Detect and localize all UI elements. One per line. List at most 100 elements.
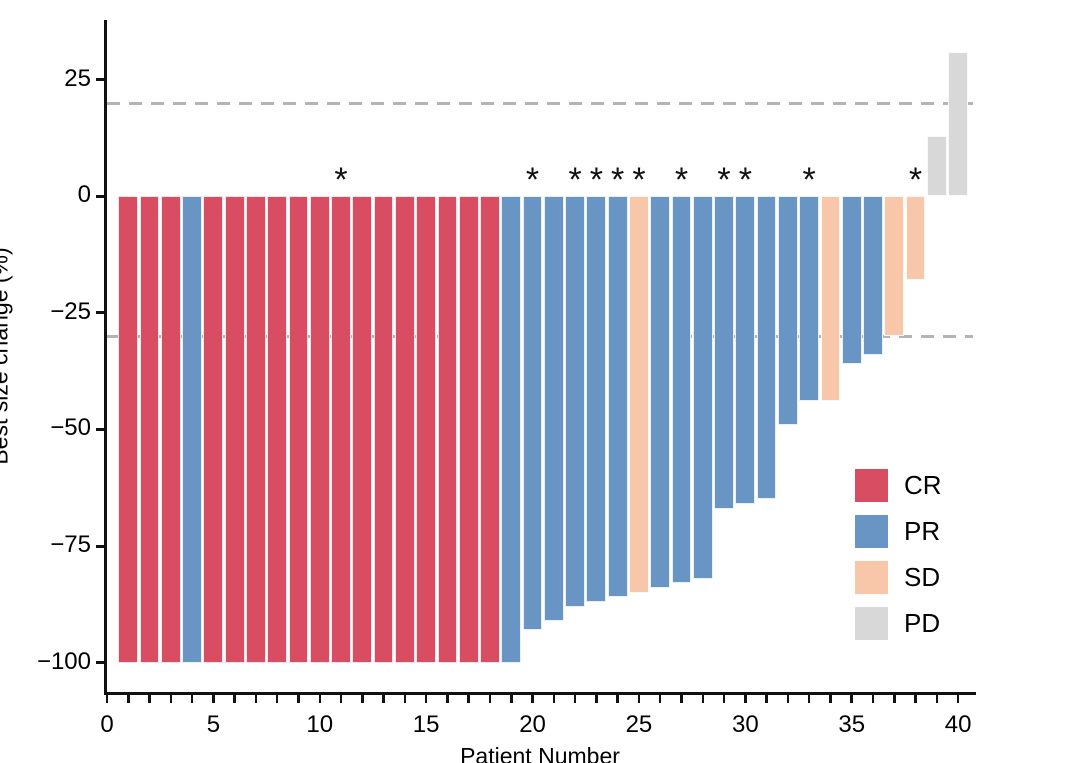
x-tick-label-5: 5 xyxy=(206,711,221,738)
x-tick-4 xyxy=(190,695,194,703)
x-tick-11 xyxy=(339,695,343,703)
x-tick-16 xyxy=(446,695,449,703)
x-tick-38 xyxy=(914,695,917,703)
bar-patient-6-cr xyxy=(224,196,245,663)
legend: CR PR SD PD xyxy=(855,469,942,640)
bar-patient-7-cr xyxy=(246,196,266,663)
x-tick-12 xyxy=(361,695,364,703)
bar-patient-27-pr xyxy=(671,196,692,584)
legend-swatch-pd xyxy=(855,607,888,640)
bar-patient-11-cr xyxy=(331,196,351,663)
x-tick-24 xyxy=(616,695,619,703)
bar-patient-12-cr xyxy=(352,196,373,663)
x-tick-30 xyxy=(744,695,747,703)
y-tick-0 xyxy=(96,194,104,198)
x-tick-40 xyxy=(956,695,960,703)
bar-patient-16-cr xyxy=(437,196,458,663)
bar-patient-39-pd xyxy=(926,135,947,197)
y-tick-label--75: −75 xyxy=(50,530,91,558)
x-tick-10 xyxy=(318,695,322,703)
legend-swatch-sd xyxy=(855,561,888,594)
asterisk-patient-33: * xyxy=(802,161,816,200)
bar-patient-15-cr xyxy=(416,196,437,663)
bar-patient-40-pd xyxy=(948,51,968,197)
bar-patient-18-cr xyxy=(480,196,500,663)
bar-patient-34-sd xyxy=(820,196,841,402)
x-tick-37 xyxy=(893,695,896,703)
asterisk-patient-30: * xyxy=(738,161,752,200)
x-tick-33 xyxy=(807,695,811,703)
x-tick-0 xyxy=(105,695,109,703)
bar-patient-4-pr xyxy=(182,196,202,663)
y-tick--75 xyxy=(96,544,104,548)
legend-label-pr: PR xyxy=(904,516,941,546)
x-tick-19 xyxy=(510,695,513,703)
reference-line-plus20 xyxy=(107,101,973,105)
bar-patient-8-cr xyxy=(267,196,288,663)
legend-item-pr: PR xyxy=(855,515,942,548)
x-tick-17 xyxy=(467,695,470,703)
y-tick-label--50: −50 xyxy=(50,414,91,442)
x-tick-15 xyxy=(424,695,428,703)
bar-patient-17-cr xyxy=(458,196,479,663)
legend-label-cr: CR xyxy=(904,470,942,500)
x-tick-14 xyxy=(403,695,407,703)
x-tick-label-10: 10 xyxy=(306,711,334,738)
x-tick-label-20: 20 xyxy=(519,711,546,738)
bar-patient-25-sd xyxy=(629,196,649,593)
bar-patient-35-pr xyxy=(841,196,862,365)
asterisk-patient-22: * xyxy=(568,161,582,200)
bar-patient-10-cr xyxy=(309,196,330,663)
x-tick-27 xyxy=(680,695,683,703)
bar-patient-9-cr xyxy=(288,196,309,663)
asterisk-patient-11: * xyxy=(334,161,348,200)
x-tick-label-40: 40 xyxy=(944,711,972,738)
legend-item-cr: CR xyxy=(855,469,942,502)
bar-patient-5-cr xyxy=(203,196,224,663)
x-tick-9 xyxy=(297,695,300,703)
bar-patient-38-sd xyxy=(905,196,926,281)
y-tick--25 xyxy=(96,311,104,315)
x-tick-label-15: 15 xyxy=(412,711,440,738)
x-tick-label-35: 35 xyxy=(838,711,866,738)
bar-patient-13-cr xyxy=(373,196,394,663)
x-tick-28 xyxy=(701,695,705,703)
x-tick-23 xyxy=(595,695,598,703)
bar-patient-22-pr xyxy=(565,196,585,607)
asterisk-patient-25: * xyxy=(632,161,646,200)
bar-patient-28-pr xyxy=(692,196,713,579)
y-axis-line xyxy=(104,20,107,695)
x-tick-6 xyxy=(233,695,236,703)
plot-area: * * * * * * * * * * * 25 0 −25 −50 −75 −100 0 5 10 15 20 25 3… xyxy=(0,20,976,763)
legend-item-sd: SD xyxy=(855,561,942,594)
x-tick-2 xyxy=(148,695,151,703)
bar-patient-30-pr xyxy=(735,196,756,505)
y-tick--100 xyxy=(96,661,104,665)
bar-patient-29-pr xyxy=(714,196,734,509)
x-tick-34 xyxy=(829,695,832,703)
bar-patient-14-cr xyxy=(394,196,415,663)
y-tick-label-25: 25 xyxy=(64,64,91,92)
x-tick-35 xyxy=(850,695,853,703)
x-tick-22 xyxy=(573,695,577,703)
x-tick-29 xyxy=(722,695,726,703)
x-tick-label-25: 25 xyxy=(625,711,653,738)
y-tick-label--100: −100 xyxy=(36,647,91,675)
bar-patient-23-pr xyxy=(586,196,607,602)
asterisk-patient-23: * xyxy=(589,161,603,200)
asterisk-patient-20: * xyxy=(525,161,540,200)
x-tick-1 xyxy=(127,695,130,703)
bar-patient-31-pr xyxy=(756,196,777,500)
x-tick-18 xyxy=(488,695,492,703)
x-tick-31 xyxy=(765,695,768,703)
y-axis-title: Best size change (%) xyxy=(0,247,13,465)
legend-swatch-pr xyxy=(855,515,888,548)
legend-label-pd: PD xyxy=(904,608,941,638)
bar-patient-36-pr xyxy=(863,196,883,355)
x-tick-26 xyxy=(658,695,662,703)
x-tick-label-30: 30 xyxy=(731,711,759,738)
asterisk-patient-27: * xyxy=(674,161,689,200)
x-axis-line xyxy=(104,692,976,695)
x-tick-13 xyxy=(382,695,385,703)
